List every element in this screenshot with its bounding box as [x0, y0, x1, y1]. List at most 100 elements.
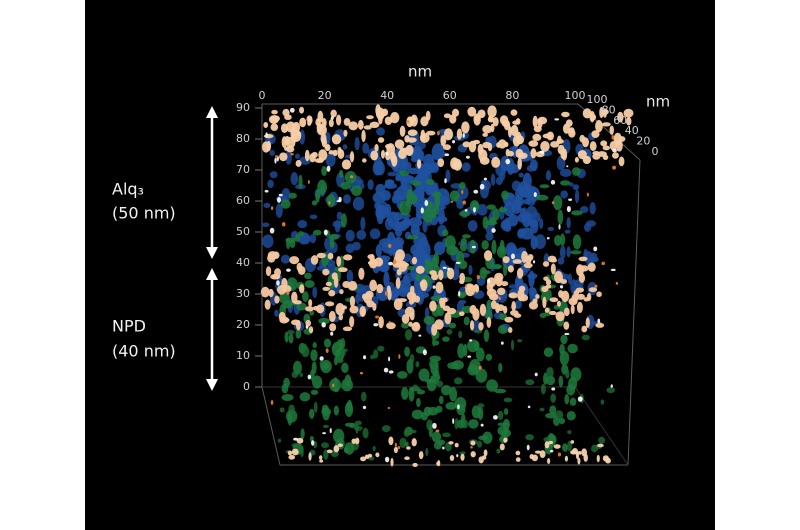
cloud-blob	[436, 433, 441, 438]
cloud-blob	[343, 254, 353, 261]
vertical-tick-label: 60	[236, 194, 250, 207]
cloud-blob	[467, 364, 479, 376]
cloud-blob	[291, 448, 299, 456]
cloud-blob	[278, 193, 283, 197]
cloud-blob	[557, 257, 565, 265]
cloud-blob	[570, 440, 575, 444]
cloud-blob	[291, 443, 301, 448]
cloud-blob	[349, 175, 354, 179]
cloud-blob	[483, 329, 490, 342]
cloud-blob	[433, 375, 440, 380]
cloud-blob	[404, 346, 410, 357]
cloud-blob	[449, 190, 460, 202]
cloud-blob	[545, 170, 552, 181]
cloud-blob	[523, 262, 533, 269]
cloud-blob	[340, 181, 351, 190]
cloud-blob	[393, 446, 398, 454]
cloud-blob	[517, 339, 523, 343]
cloud-blob	[568, 129, 576, 138]
cloud-blob	[525, 379, 535, 386]
cloud-blob	[474, 284, 480, 293]
thickness-arrows	[206, 106, 218, 391]
cloud-blob	[576, 301, 583, 314]
cloud-blob	[545, 279, 552, 286]
cloud-blob	[483, 250, 493, 262]
cloud-blob	[362, 405, 367, 410]
cloud-blob	[300, 428, 305, 440]
cloud-blob	[497, 410, 504, 421]
cloud-blob	[610, 384, 613, 388]
cloud-blob	[266, 140, 272, 152]
cloud-blob	[432, 422, 437, 429]
cloud-blob	[564, 393, 570, 405]
cloud-blob	[601, 261, 605, 266]
cloud-blob	[444, 153, 450, 157]
cloud-blob	[370, 150, 379, 161]
cloud-blob	[383, 367, 389, 373]
cloud-blob	[299, 392, 311, 402]
cloud-blob	[314, 158, 324, 163]
cloud-blob	[343, 129, 348, 137]
cloud-blob	[585, 317, 590, 329]
cloud-blob	[364, 454, 370, 459]
cloud-blob	[572, 167, 581, 176]
cloud-blob	[505, 148, 510, 157]
cloud-blob	[539, 312, 547, 318]
cloud-blob	[286, 291, 290, 295]
cloud-blob	[470, 440, 476, 446]
cloud-blob	[451, 108, 460, 117]
cloud-blob	[425, 179, 435, 185]
depth-tick-label: 20	[636, 135, 650, 148]
cloud-blob	[570, 304, 575, 315]
cloud-blob	[475, 347, 485, 362]
cloud-blob	[263, 122, 269, 129]
cloud-blob	[595, 322, 605, 328]
cloud-blob	[611, 152, 619, 159]
cloud-blob	[575, 450, 579, 460]
cloud-blob	[316, 252, 326, 259]
cloud-blob	[293, 437, 299, 441]
layer-thickness: (40 nm)	[112, 342, 176, 361]
cloud-blob	[529, 287, 537, 297]
cloud-blob	[321, 407, 332, 416]
cloud-blob	[342, 326, 353, 332]
cloud-blob	[399, 170, 410, 177]
cloud-blob	[497, 287, 506, 296]
cloud-blob	[490, 123, 495, 133]
cloud-blob	[498, 362, 503, 373]
cloud-blob	[345, 229, 355, 242]
cloud-blob	[326, 449, 333, 454]
cloud-blob	[499, 443, 505, 451]
cloud-blob	[610, 268, 616, 272]
cloud-blob	[398, 149, 407, 160]
cloud-blob	[426, 130, 436, 136]
cloud-blob	[262, 234, 274, 249]
top-tick-label: 80	[505, 89, 519, 102]
cloud-blob	[325, 152, 336, 167]
cloud-blob	[429, 270, 437, 276]
cloud-blob	[404, 306, 415, 317]
cloud-blob	[507, 265, 514, 273]
cloud-blob	[394, 442, 397, 447]
cloud-blob	[574, 189, 580, 204]
cloud-blob	[455, 261, 461, 265]
cloud-blob	[447, 267, 450, 271]
cloud-blob	[482, 216, 489, 229]
cloud-blob	[331, 134, 342, 145]
cloud-blob	[554, 271, 563, 284]
cloud-blob	[298, 233, 310, 245]
cloud-blob	[375, 183, 386, 196]
cloud-blob	[325, 281, 332, 287]
cloud-blob	[417, 291, 430, 299]
cloud-blob	[309, 310, 315, 316]
cloud-blob	[589, 141, 597, 152]
top-tick-label: 40	[380, 89, 394, 102]
cloud-blob	[542, 133, 553, 139]
cloud-blob	[274, 155, 279, 158]
cloud-blob	[615, 139, 623, 152]
cloud-blob	[307, 374, 312, 380]
cloud-blob	[405, 144, 414, 156]
cloud-blob	[296, 131, 302, 137]
cloud-blob	[502, 263, 508, 277]
cloud-blob	[342, 280, 351, 288]
